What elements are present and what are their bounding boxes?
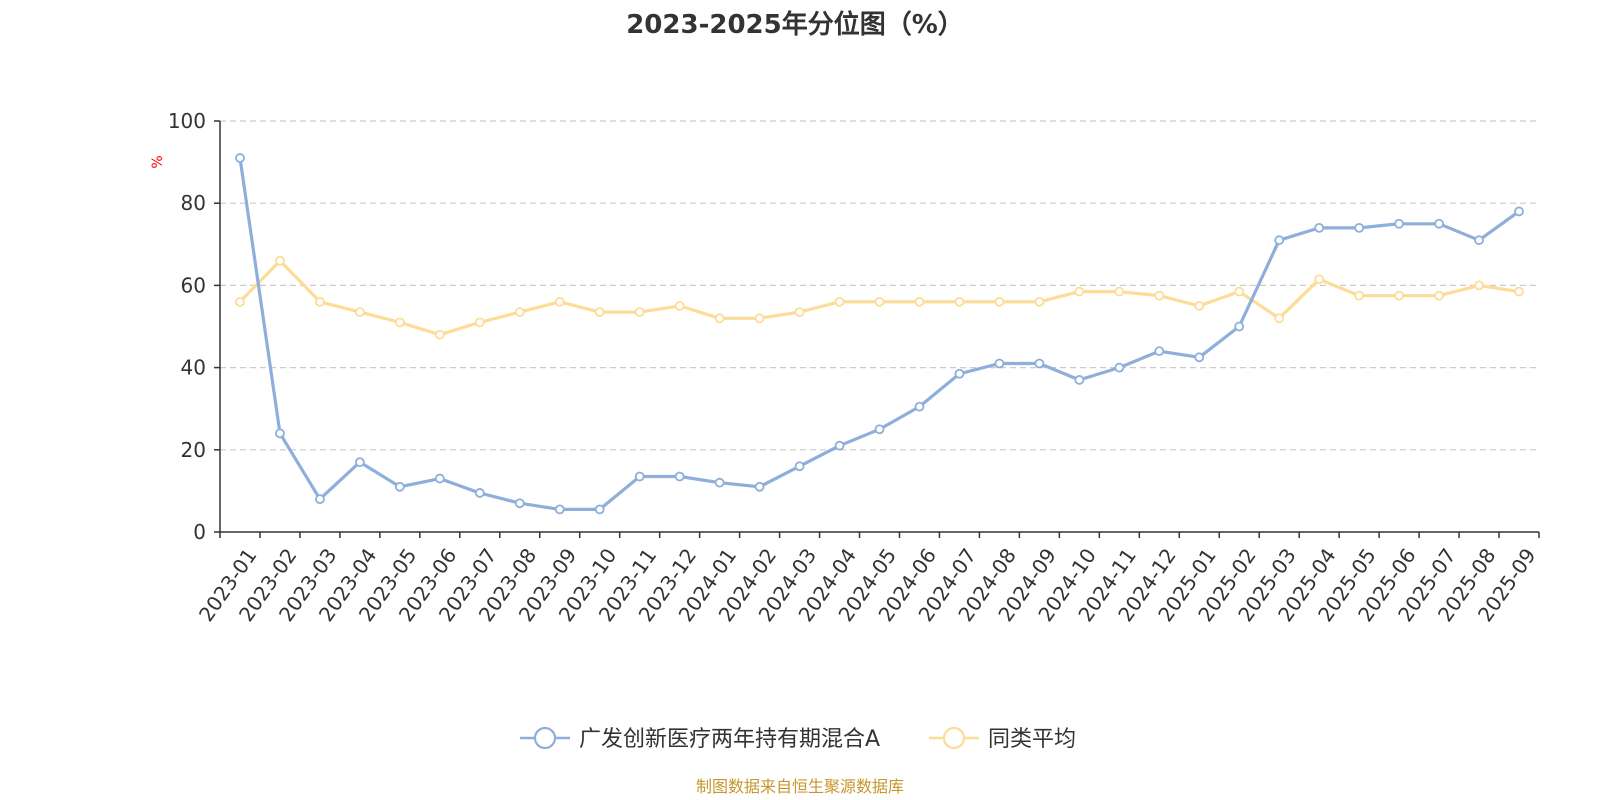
data-point: [554, 504, 565, 515]
data-point: [315, 296, 325, 307]
data-point: [1114, 286, 1125, 297]
chart-title: 2023-2025年分位图（%）: [626, 9, 964, 40]
legend: 广发创新医疗两年持有期混合A 同类平均: [520, 726, 1076, 752]
data-point: [634, 471, 645, 482]
data-point: [275, 255, 285, 266]
y-tick-label: 60: [181, 273, 206, 297]
data-point: [1314, 222, 1325, 233]
y-tick-label: 40: [181, 356, 206, 380]
data-point: [1074, 375, 1085, 385]
axes: [219, 121, 1539, 533]
data-point: [714, 313, 725, 324]
data-point: [1194, 301, 1205, 311]
data-point: [1154, 290, 1165, 301]
data-point: [594, 307, 605, 318]
data-point: [674, 301, 685, 311]
data-point: [1034, 296, 1045, 307]
data-point: [1274, 235, 1285, 246]
y-axis-label: %: [150, 155, 166, 168]
legend-item: 广发创新医疗两年持有期混合A: [520, 726, 880, 752]
data-point: [235, 296, 245, 307]
data-point: [1074, 286, 1085, 297]
data-point: [474, 317, 485, 328]
data-point: [1034, 358, 1045, 369]
data-point: [1154, 346, 1165, 357]
data-point: [354, 307, 365, 318]
data-point: [994, 296, 1005, 307]
data-point: [394, 481, 405, 492]
y-axis-ticks: 0 20 40 60 80 100: [168, 109, 220, 544]
x-axis-ticks: 2023-012023-022023-032023-042023-052023-…: [194, 532, 1541, 626]
data-point: [1434, 290, 1444, 301]
series-0: [235, 153, 1524, 515]
data-point: [235, 153, 245, 163]
data-point: [1194, 352, 1205, 363]
grid: [220, 120, 1539, 451]
data-point: [674, 471, 685, 482]
data-point: [914, 401, 925, 412]
legend-label: 广发创新医疗两年持有期混合A: [579, 727, 880, 752]
y-tick-label: 100: [168, 109, 206, 133]
data-point: [1274, 313, 1285, 324]
legend-swatch-marker: [942, 726, 966, 750]
data-point: [754, 313, 765, 324]
source-note: 制图数据来自恒生聚源数据库: [696, 777, 904, 796]
data-point: [874, 296, 885, 307]
data-point: [914, 296, 925, 307]
data-point: [554, 296, 565, 307]
data-point: [1514, 286, 1524, 297]
data-point: [834, 440, 845, 451]
series-layer: [235, 153, 1524, 515]
data-point: [315, 494, 325, 505]
data-point: [1474, 280, 1484, 291]
data-point: [514, 498, 525, 509]
data-point: [794, 307, 805, 318]
data-point: [834, 296, 845, 307]
data-point: [1434, 218, 1444, 229]
data-point: [354, 457, 365, 468]
data-point: [994, 358, 1005, 369]
data-point: [954, 296, 965, 307]
data-point: [474, 488, 485, 498]
legend-item: 同类平均: [929, 726, 1076, 752]
data-point: [514, 307, 525, 318]
data-point: [1114, 362, 1125, 373]
data-point: [1394, 290, 1405, 301]
data-point: [754, 481, 765, 492]
data-point: [1234, 286, 1245, 297]
data-point: [1394, 218, 1405, 229]
series-1: [235, 255, 1524, 340]
data-point: [954, 368, 965, 379]
data-point: [394, 317, 405, 328]
data-point: [1234, 321, 1245, 332]
data-point: [434, 329, 445, 340]
data-point: [1354, 290, 1365, 301]
data-point: [1514, 206, 1524, 217]
data-point: [634, 307, 645, 318]
data-point: [874, 424, 885, 435]
data-point: [1354, 222, 1365, 233]
data-point: [1474, 235, 1484, 246]
data-point: [714, 477, 725, 488]
data-point: [594, 504, 605, 515]
y-tick-label: 20: [181, 438, 206, 462]
data-point: [275, 428, 285, 439]
legend-label: 同类平均: [988, 727, 1076, 752]
data-point: [434, 473, 445, 484]
y-tick-label: 0: [193, 520, 206, 544]
data-point: [794, 461, 805, 472]
data-point: [1314, 274, 1325, 285]
y-tick-label: 80: [181, 191, 206, 215]
legend-swatch-marker: [533, 726, 557, 750]
